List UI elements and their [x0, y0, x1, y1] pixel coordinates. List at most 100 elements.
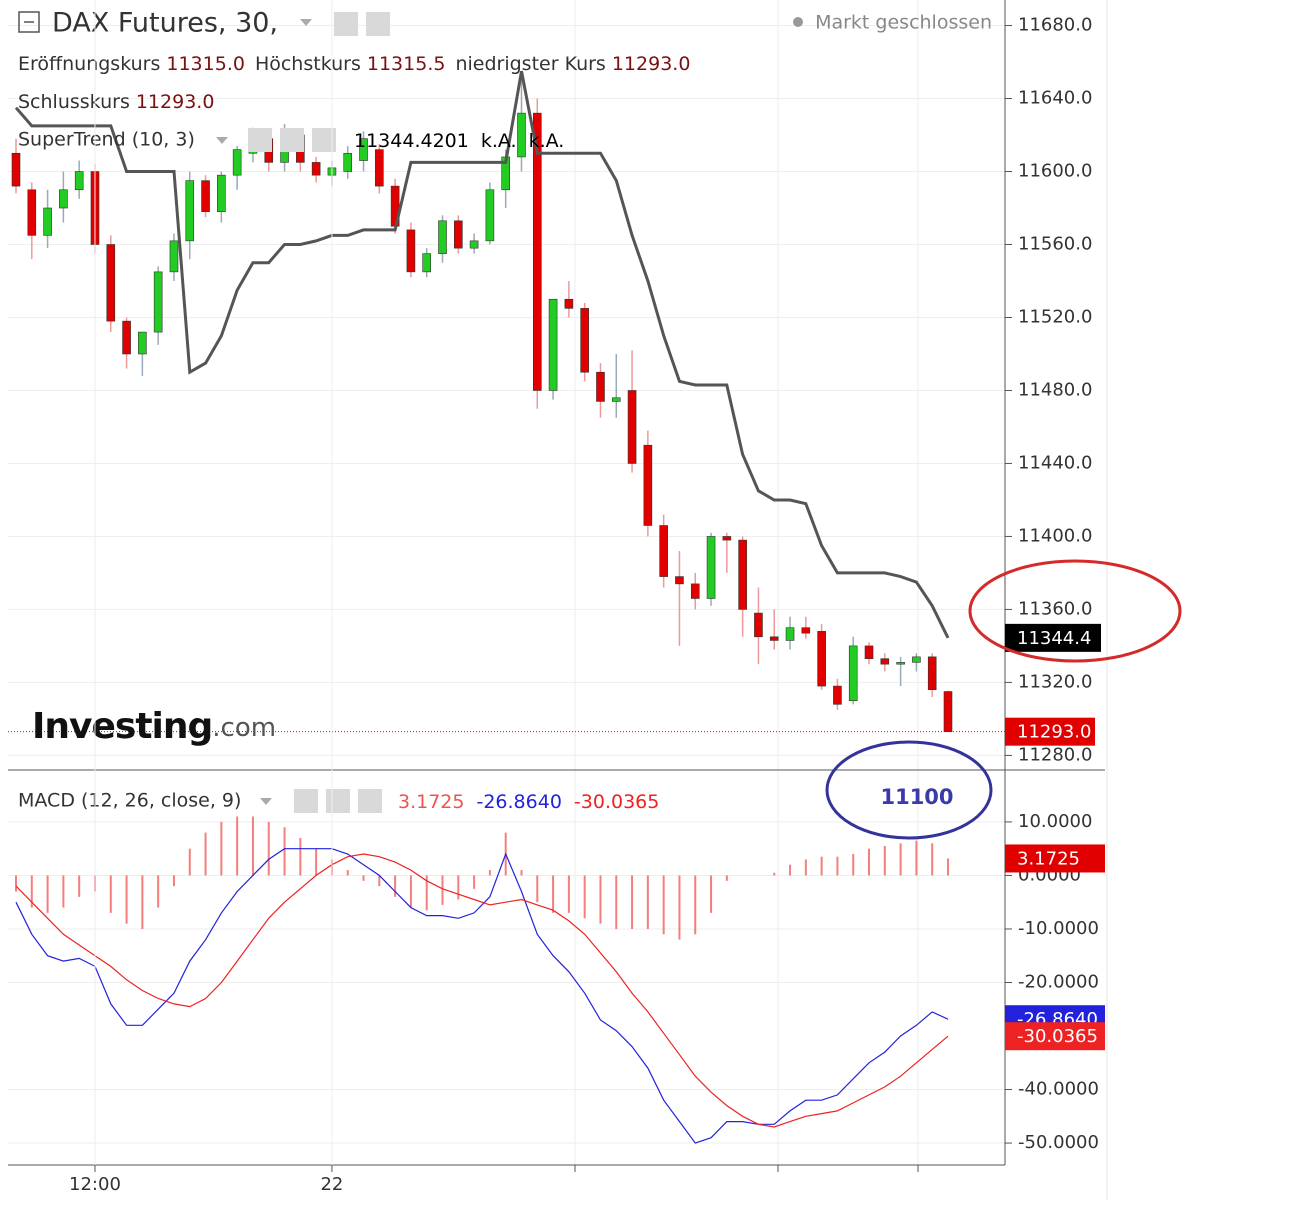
y-tick-label: 11520.0	[1018, 306, 1092, 327]
legend-value: 11315.0	[166, 53, 245, 75]
x-tick-label: 22	[320, 1174, 343, 1195]
candle-body	[690, 583, 700, 599]
candle-body	[11, 152, 21, 187]
candle-body	[548, 298, 558, 391]
legend-value: 11293.0	[136, 91, 215, 113]
candle-body	[201, 180, 210, 212]
candle-body	[722, 536, 732, 541]
price-marker-label: 3.1725	[1017, 848, 1080, 869]
y-tick-label: 11480.0	[1018, 379, 1092, 400]
legend-label: niedrigster Kurs	[455, 53, 605, 75]
y-tick-label: 10.0000	[1018, 811, 1092, 832]
y-tick-label: 11320.0	[1018, 671, 1092, 692]
candle-body	[896, 662, 905, 665]
candle-body	[580, 308, 589, 373]
candle-body	[74, 171, 84, 191]
series-line	[15, 853, 949, 1128]
y-tick-label: 11600.0	[1018, 161, 1092, 182]
y-tick-label: 11560.0	[1018, 234, 1092, 255]
logo: Investing.com	[32, 706, 276, 747]
price-marker-label: -30.0365	[1017, 1026, 1098, 1047]
candle-body	[517, 112, 526, 158]
series-line	[14, 70, 950, 639]
y-tick-label: 11400.0	[1018, 525, 1092, 546]
price-marker	[1005, 717, 1095, 746]
logo-name: Investing	[32, 706, 212, 747]
y-tick-label: -10.0000	[1018, 918, 1099, 939]
y-tick-label: 11640.0	[1018, 88, 1092, 109]
candle-body	[532, 112, 542, 391]
candle-body	[422, 253, 432, 273]
annotation-circle	[968, 559, 1182, 663]
collapse-button[interactable]	[18, 11, 40, 33]
candle-body	[343, 152, 353, 172]
candle-body	[185, 180, 195, 242]
candle-body	[232, 149, 242, 176]
market-status: Markt geschlossen	[815, 12, 992, 34]
legend-value: 3.1725	[398, 791, 464, 813]
annotation-circle	[825, 740, 993, 840]
legend-value: -30.0365	[574, 791, 659, 813]
annotation-text: 11100	[880, 785, 953, 809]
candle-body	[611, 397, 621, 402]
candle-body	[927, 656, 937, 691]
indicator-values: 3.1725 -26.8640 -30.0365	[398, 791, 659, 813]
candle-body	[153, 271, 163, 333]
candle-body	[706, 536, 716, 599]
candle-body	[217, 174, 226, 212]
dropdown-arrow[interactable]	[216, 137, 228, 144]
y-tick-label: -40.0000	[1018, 1079, 1099, 1100]
status-dot	[793, 17, 803, 27]
settings-button[interactable]	[280, 128, 304, 152]
candle-body	[138, 331, 147, 355]
chart-layer: 11280.0 11320.0 11360.0 11400.0 11440.0 11480…	[8, 15, 1099, 1153]
dropdown-arrow[interactable]	[300, 19, 312, 26]
ohlc-legend: Schlusskurs 11293.0	[18, 91, 214, 113]
candle-body	[106, 244, 116, 322]
settings-button[interactable]	[326, 789, 350, 813]
candle-body	[311, 162, 321, 176]
chart-title: DAX Futures, 30,	[52, 8, 278, 39]
legend-value: -26.8640	[476, 791, 561, 813]
visibility-button[interactable]	[248, 128, 272, 152]
candle-body	[817, 631, 826, 687]
y-tick-label: 11360.0	[1018, 598, 1092, 619]
candle-body	[169, 240, 179, 273]
candle-body	[454, 220, 463, 249]
candle-body	[848, 645, 858, 701]
visibility-button[interactable]	[294, 789, 318, 813]
dropdown-arrow[interactable]	[260, 798, 272, 805]
settings-button[interactable]	[366, 12, 390, 36]
y-tick-label: -20.0000	[1018, 971, 1099, 992]
y-tick-label: 11280.0	[1018, 744, 1092, 765]
candle-body	[596, 371, 605, 402]
candle-body	[912, 656, 921, 663]
legend-value: k.A.	[481, 130, 517, 152]
remove-button[interactable]	[358, 789, 382, 813]
visibility-button[interactable]	[334, 12, 358, 36]
series-line	[15, 848, 949, 1144]
x-tick-label: 12:00	[69, 1174, 121, 1195]
candle-body	[438, 220, 447, 254]
candle-body	[801, 627, 811, 634]
candle-body	[785, 627, 795, 641]
legend-value: 11315.5	[367, 53, 446, 75]
candle-body	[769, 636, 779, 641]
candle-body	[675, 576, 684, 585]
candle-body	[122, 320, 131, 355]
ohlc-legend: Eröffnungskurs 11315.0 Höchstkurs 11315.5 ni…	[18, 53, 690, 75]
candle-body	[738, 539, 747, 610]
candle-body	[880, 658, 890, 665]
candle-body	[564, 298, 574, 309]
candle-body	[375, 149, 384, 187]
indicator-values: 11344.4201 k.A. k.A.	[354, 130, 564, 152]
candle-body	[833, 685, 842, 705]
price-marker-label: 11344.4	[1017, 628, 1091, 649]
candle-body	[659, 525, 668, 577]
y-tick-label: 11680.0	[1018, 15, 1092, 36]
legend-value: 11293.0	[612, 53, 691, 75]
candle-body	[43, 207, 52, 236]
